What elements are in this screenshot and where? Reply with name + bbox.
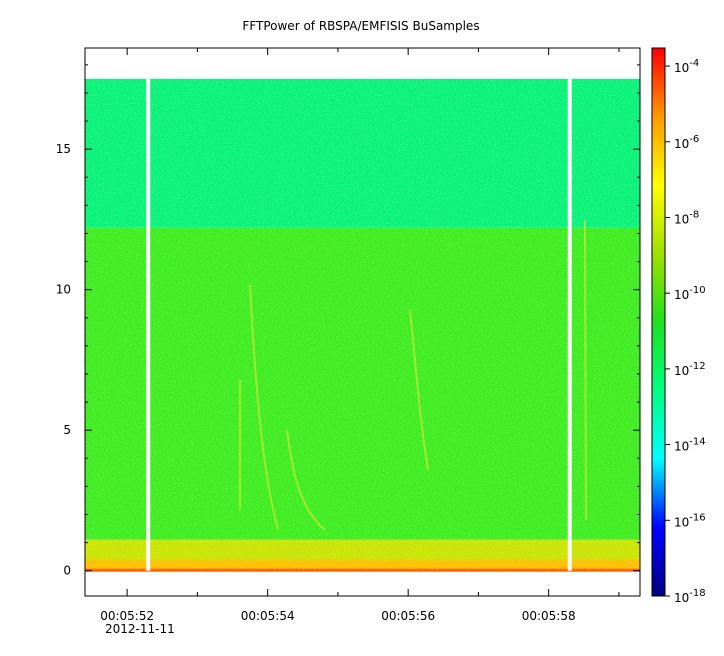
colorbar-tick-exponent: -16 xyxy=(689,512,705,523)
y-tick-label: 15 xyxy=(56,142,71,156)
y-tick-label: 10 xyxy=(56,283,71,297)
whistler-traces xyxy=(239,219,587,531)
colorbar-tick-label: 10-12 xyxy=(674,361,706,378)
colorbar-tick-label: 10-8 xyxy=(674,209,699,226)
colorbar-tick-label: 10-18 xyxy=(674,588,706,605)
colorbar-tick-base: 10 xyxy=(674,61,689,75)
whistler-trace xyxy=(584,219,587,521)
x-axis: 00:05:52 00:05:54 00:05:56 00:05:58 xyxy=(100,48,620,623)
colorbar-tick-label: 10-16 xyxy=(674,512,706,529)
data-gap xyxy=(567,78,572,571)
colorbar-tick-exponent: -10 xyxy=(689,285,705,296)
colorbar-tick-base: 10 xyxy=(674,364,689,378)
data-gap xyxy=(146,78,151,571)
y-tick-label: 5 xyxy=(63,423,71,437)
colorbar-tick-label: 10-14 xyxy=(674,437,706,454)
whistler-trace xyxy=(409,309,429,471)
x-tick-label: 00:05:54 xyxy=(241,609,295,623)
colorbar-tick-base: 10 xyxy=(674,137,689,151)
whistler-trace xyxy=(286,429,326,531)
colorbar-tick-label: 10-4 xyxy=(674,58,699,75)
data-gaps xyxy=(146,78,572,571)
x-tick-label: 00:05:58 xyxy=(522,609,576,623)
colorbar-tick-base: 10 xyxy=(674,591,689,605)
colorbar-ramp xyxy=(652,48,665,596)
colorbar-frame xyxy=(651,47,666,597)
colorbar-tick-base: 10 xyxy=(674,212,689,226)
colorbar-tick-label: 10-10 xyxy=(674,285,706,302)
x-date-label: 2012-11-11 xyxy=(105,622,175,636)
colorbar-tick-base: 10 xyxy=(674,288,689,302)
colorbar-tick-base: 10 xyxy=(674,440,689,454)
colorbar-tick-exponent: -18 xyxy=(689,588,705,599)
spectrogram-noise-texture xyxy=(85,78,640,571)
plot-frame xyxy=(84,47,641,597)
colorbar-tick-label: 10-6 xyxy=(674,134,699,151)
colorbar-tick-base: 10 xyxy=(674,515,689,529)
y-axis: 0 5 10 15 xyxy=(56,64,640,578)
colorbar-tick-exponent: -12 xyxy=(689,361,705,372)
y-tick-label: 0 xyxy=(63,564,71,578)
colorbar-tick-exponent: -14 xyxy=(689,437,705,448)
x-tick-label: 00:05:56 xyxy=(381,609,435,623)
colorbar-tick-exponent: -6 xyxy=(689,134,699,145)
whistler-trace xyxy=(249,284,279,531)
colorbar-tick-exponent: -8 xyxy=(689,209,699,220)
x-tick-label: 00:05:52 xyxy=(100,609,154,623)
colorbar-tick-exponent: -4 xyxy=(689,58,699,69)
plot-area xyxy=(85,48,640,596)
chart-title: FFTPower of RBSPA/EMFISIS BuSamples xyxy=(242,19,479,33)
